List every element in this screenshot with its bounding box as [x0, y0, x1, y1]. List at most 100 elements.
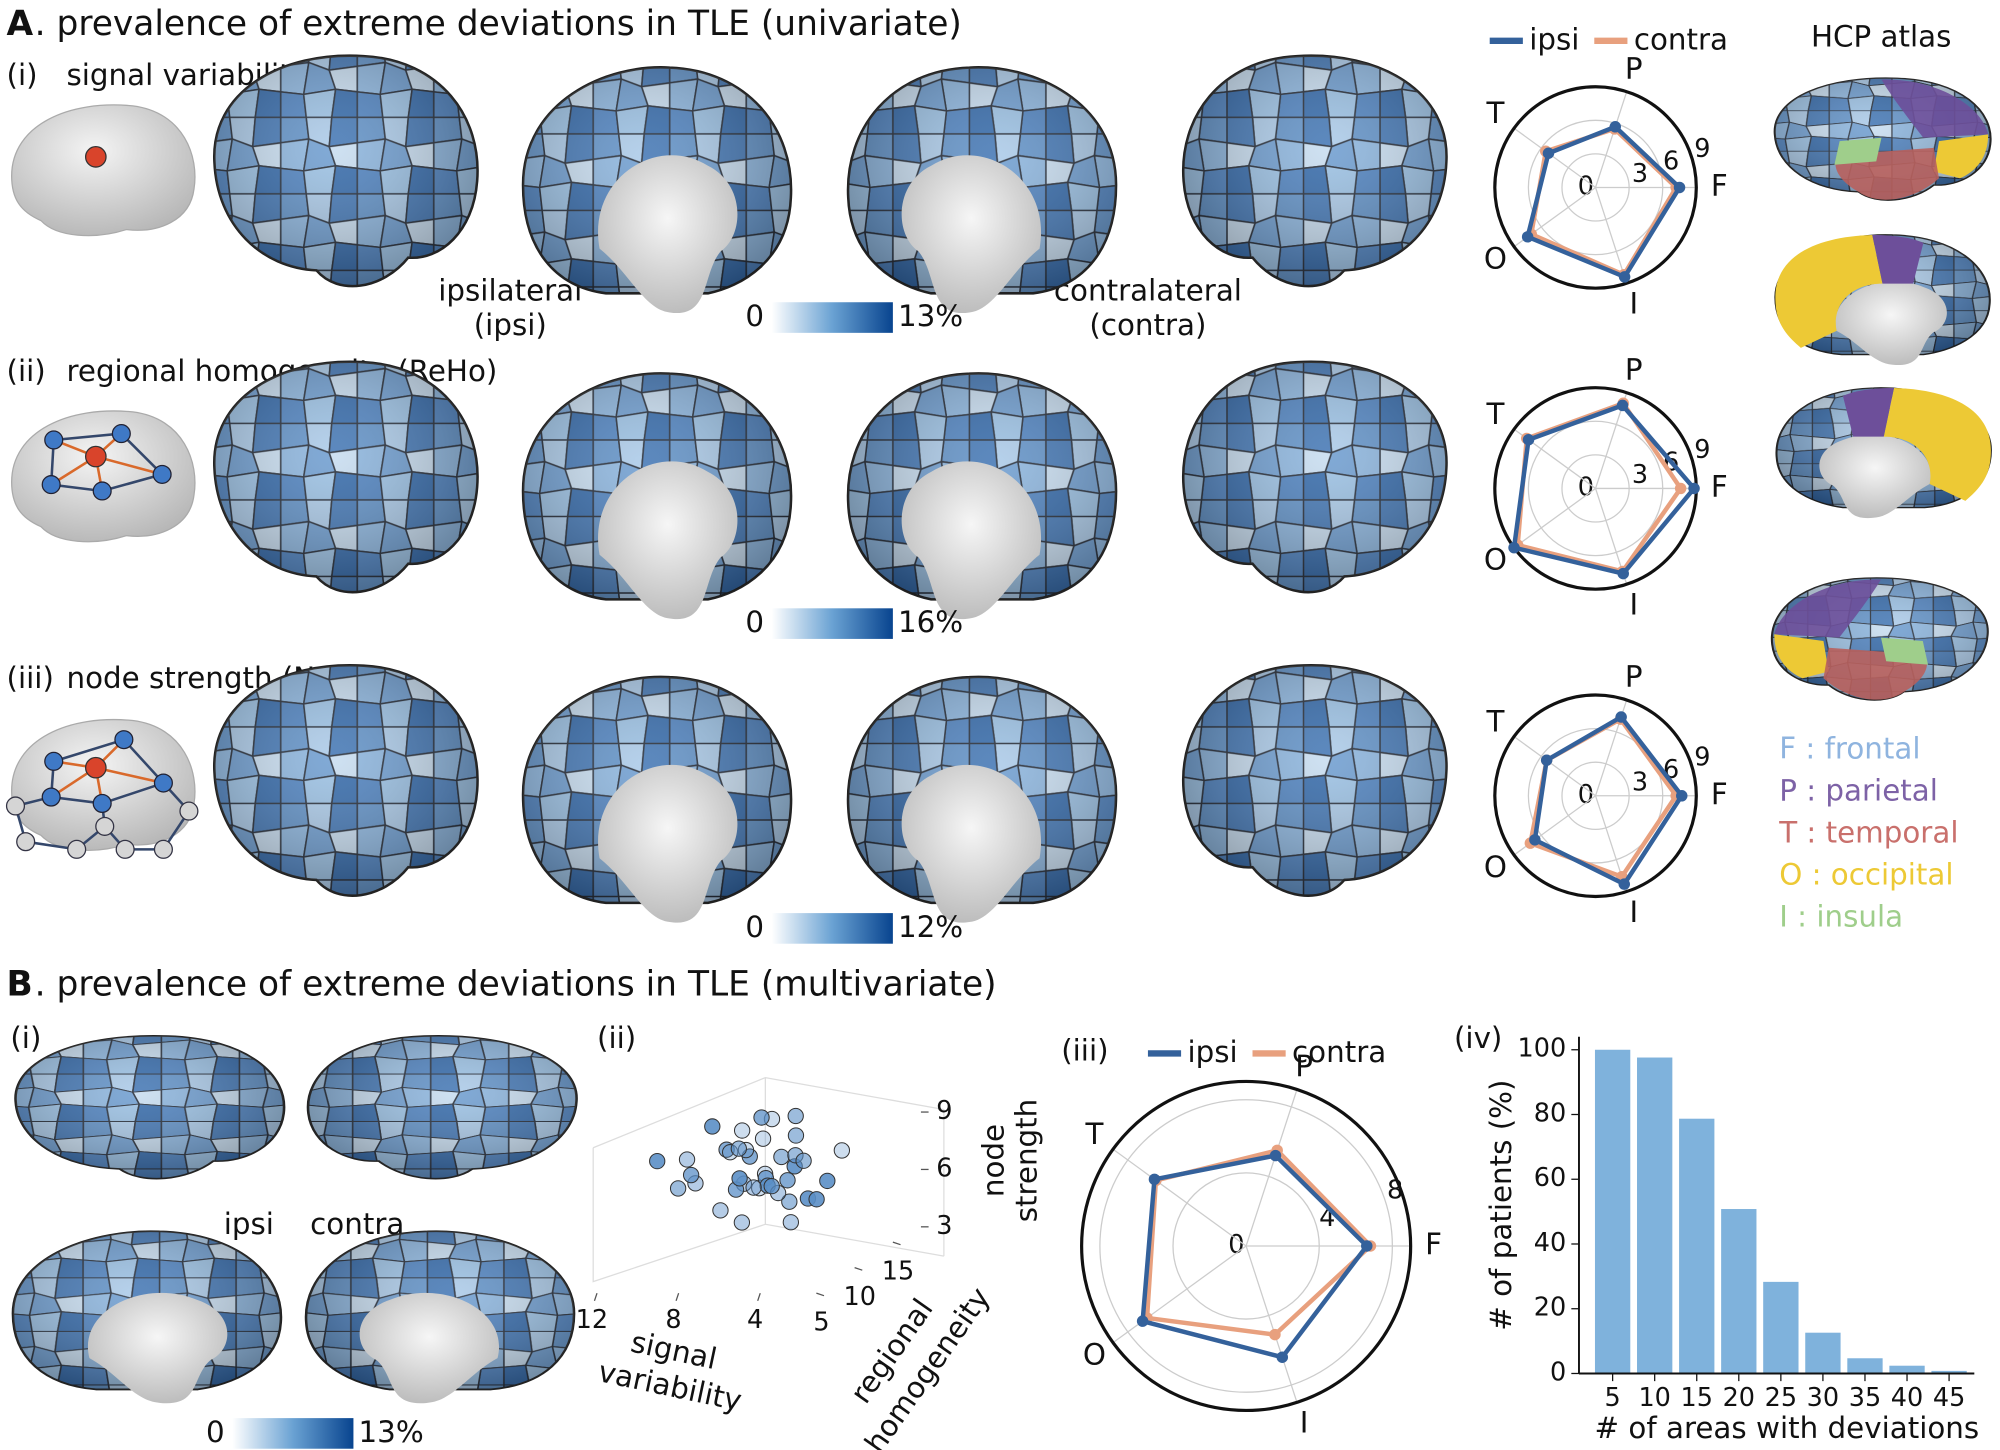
spoke [1513, 127, 1596, 188]
category-label: O [1484, 543, 1507, 577]
brain-surface [11, 1229, 283, 1405]
brain-surface [1181, 360, 1448, 594]
scatter-point [678, 1151, 696, 1168]
x-tick-label: 40 [1891, 1383, 1923, 1413]
colorbar [771, 302, 893, 333]
spoke [1245, 1245, 1298, 1403]
z-tick-label: 3 [936, 1211, 952, 1241]
atlas-occipital [1775, 234, 1883, 348]
icon-node [84, 146, 107, 168]
category-label: I [1300, 1406, 1309, 1440]
brain-row [212, 663, 1448, 924]
icon-edges [14, 738, 191, 851]
scatter-point [745, 1179, 762, 1196]
scatter-point [669, 1180, 687, 1197]
scatter-point [733, 1214, 751, 1231]
radar-point [1617, 567, 1629, 580]
icon-node [84, 445, 107, 468]
y-tick-label: 20 [1534, 1293, 1566, 1323]
y-tick-label: 40 [1534, 1228, 1566, 1258]
tick-mark [854, 1267, 863, 1271]
radar-point [1276, 1351, 1289, 1363]
x-tick-label: 5 [1605, 1383, 1621, 1413]
radar-point [1618, 878, 1631, 890]
category-label: O [1484, 242, 1507, 276]
radar-point [1674, 482, 1687, 495]
category-label: F [1425, 1227, 1442, 1261]
icon-nodes [41, 424, 172, 501]
bar [1637, 1057, 1673, 1374]
atlas-title: HCP atlas [1811, 20, 1951, 54]
scatter-point [787, 1107, 804, 1125]
radar-point [1269, 1328, 1281, 1341]
x-tick-label: 12 [576, 1305, 608, 1335]
r-tick-label: 0 [1578, 472, 1594, 502]
atlas-parietal [1774, 579, 1881, 638]
bar [1805, 1332, 1841, 1374]
panel-title: . prevalence of extreme deviations in TL… [35, 4, 962, 44]
category-label: I [1629, 895, 1638, 929]
y-tick-label: 0 [1550, 1357, 1566, 1387]
x-tick-label: 45 [1933, 1383, 1965, 1413]
tick-mark [892, 1241, 901, 1246]
lobe-legend: T : temporal [1778, 816, 1958, 850]
spoke [1112, 1245, 1247, 1344]
row-label: (iii) [7, 661, 54, 695]
scatter-point [682, 1166, 700, 1184]
category-label: O [1083, 1338, 1106, 1372]
colorbar-max: 16% [898, 605, 963, 639]
radar-point [1676, 790, 1688, 802]
icon-brain [11, 104, 196, 237]
lobe-legend: O : occipital [1779, 858, 1953, 892]
brain-surface [212, 360, 479, 594]
tick-mark [816, 1292, 825, 1297]
brain-surface [521, 675, 793, 924]
scatter-box [592, 1076, 945, 1283]
scatter-point [833, 1142, 851, 1159]
scatter-point [808, 1191, 825, 1208]
radar-line [1515, 400, 1684, 575]
brain-surface [846, 372, 1118, 621]
r-tick-label: 6 [1663, 147, 1679, 177]
r-tick-label: 3 [1632, 159, 1648, 189]
y-tick-label: 100 [1518, 1034, 1567, 1064]
category-label: T [1486, 397, 1505, 431]
colorbar [771, 913, 893, 944]
scatter-point [819, 1172, 836, 1190]
lobe-legend: F : frontal [1779, 731, 1920, 765]
colorbar-min: 0 [206, 1415, 225, 1449]
scatter-point [781, 1193, 798, 1210]
scatter-point [649, 1152, 666, 1170]
colorbar-max: 13% [898, 299, 963, 333]
y-tick-label: 5 [813, 1308, 829, 1338]
atlas-occipital [1774, 634, 1829, 679]
tick-mark [675, 1292, 680, 1301]
radar-point [1521, 231, 1534, 243]
atlas-parietal [1842, 387, 1894, 437]
icon-nodes [41, 730, 173, 813]
brain-surface [846, 675, 1118, 924]
atlas-parietal [1881, 79, 1989, 138]
hemisphere-label: ipsi [224, 1207, 274, 1241]
r-tick-label: 0 [1228, 1230, 1244, 1260]
atlas-brains [1770, 76, 1992, 702]
radar-line [1527, 716, 1679, 880]
x-tick-label: 4 [747, 1305, 763, 1335]
tick-mark [593, 1292, 598, 1301]
bar [1889, 1365, 1925, 1374]
r-tick-label: 9 [1694, 435, 1710, 465]
row-label: (ii) [7, 354, 46, 388]
scatter-point [730, 1140, 747, 1157]
hemisphere-label: ipsilateral [438, 274, 582, 308]
y-tick-label: 15 [882, 1257, 914, 1287]
r-tick-label: 3 [1632, 767, 1648, 797]
brain-surface [304, 1229, 576, 1405]
icon-node [84, 756, 107, 779]
x-tick-label: 35 [1849, 1383, 1881, 1413]
scatter-point [763, 1177, 780, 1195]
colorbar [771, 608, 893, 639]
bar [1721, 1209, 1757, 1374]
atlas-occipital [1883, 387, 1991, 501]
lobe-legend: P : parietal [1779, 773, 1938, 807]
brain-row [212, 54, 1448, 315]
